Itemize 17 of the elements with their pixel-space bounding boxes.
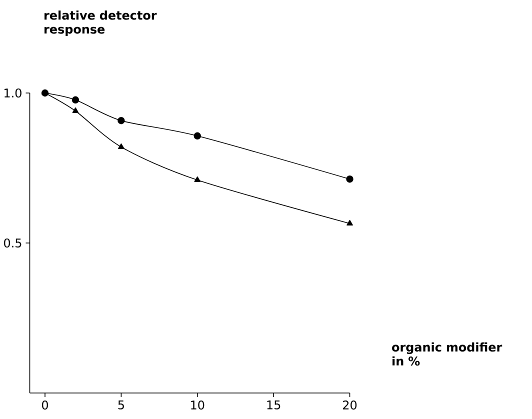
y-tick-label: 1.0 [4,88,22,98]
x-axis-title: organic modifier in % [392,342,502,366]
point [72,96,80,104]
x-tick-label: 0 [42,400,48,410]
point [346,176,354,183]
point [72,107,79,113]
x-tick-label: 5 [118,400,124,410]
point [118,117,125,124]
point [194,132,201,140]
y-tick-label: 0.5 [4,238,22,248]
y-axis-title: relative detector response [44,10,157,36]
point [346,220,353,226]
point [194,176,201,182]
x-tick-label: 15 [267,400,280,410]
x-tick-label: 20 [343,400,357,410]
x-tick-label: 10 [191,400,204,410]
point [118,143,124,149]
